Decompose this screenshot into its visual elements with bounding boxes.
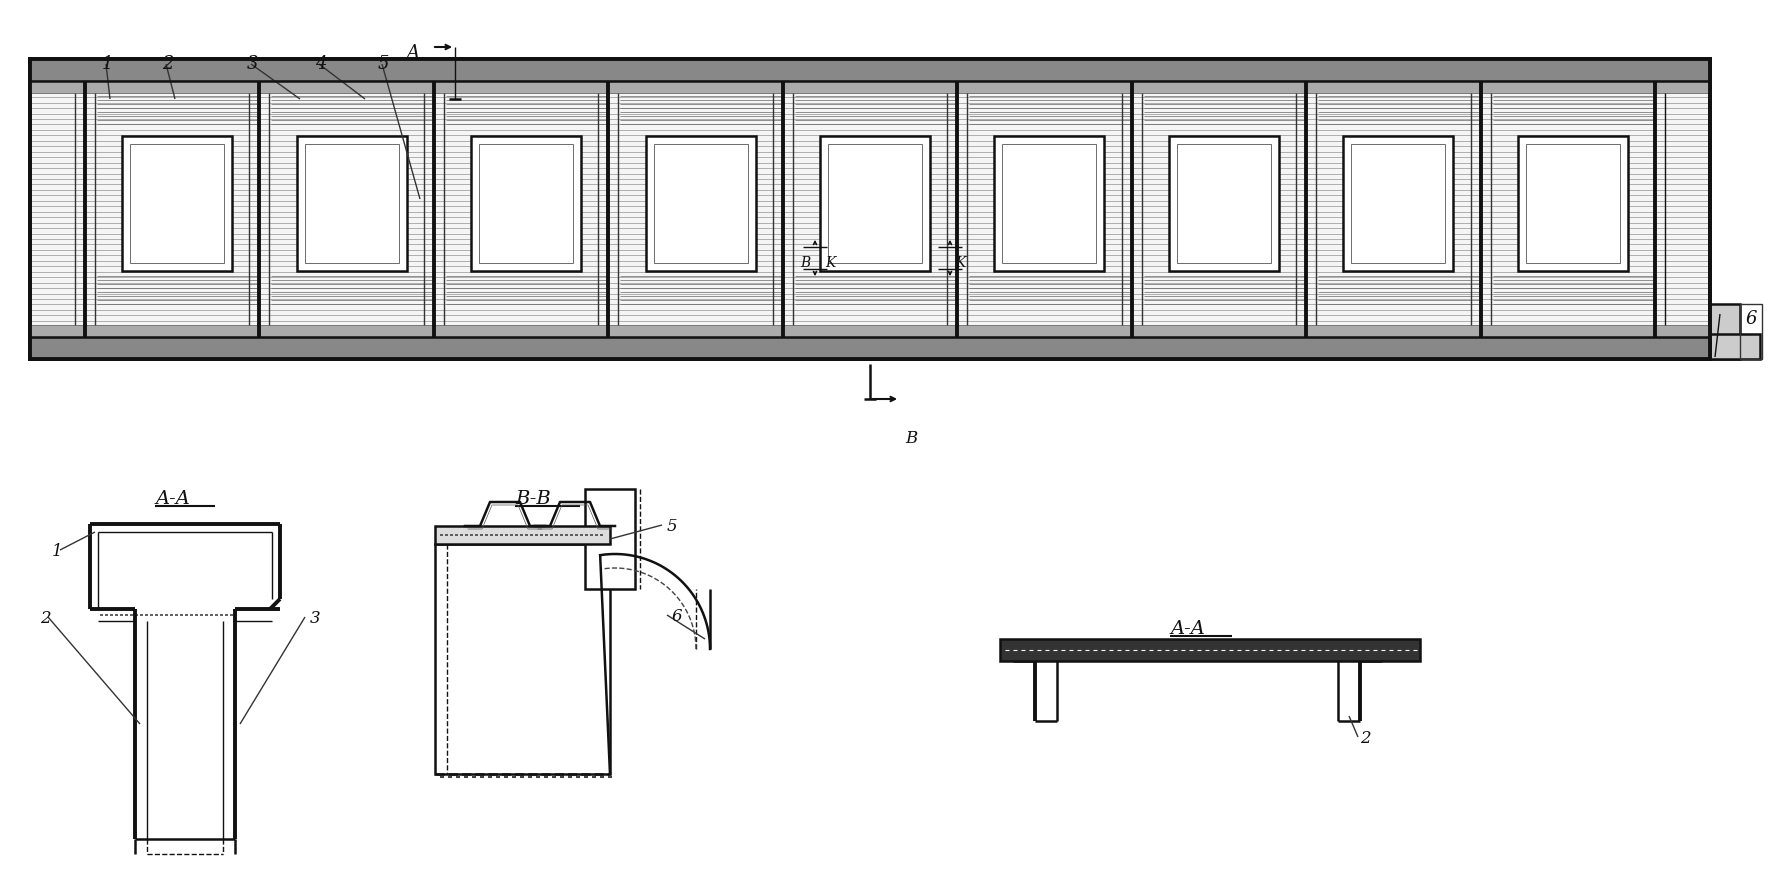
Bar <box>479 144 573 264</box>
Text: B: B <box>906 430 918 447</box>
Text: A-A: A-A <box>1170 619 1206 637</box>
Bar <box>1709 335 1759 360</box>
Text: 1: 1 <box>52 542 63 559</box>
Text: 5: 5 <box>666 517 677 534</box>
Bar <box>30 338 1709 360</box>
Bar <box>436 544 611 774</box>
Bar <box>130 144 225 264</box>
Text: 2: 2 <box>1359 729 1370 746</box>
Text: 6: 6 <box>672 607 682 625</box>
Text: A: A <box>405 44 420 62</box>
Bar <box>296 136 407 272</box>
Bar <box>30 60 1709 360</box>
Bar <box>1740 305 1763 360</box>
Text: B: B <box>800 256 811 269</box>
Bar <box>436 526 611 544</box>
Text: 2: 2 <box>163 55 173 73</box>
Bar <box>30 326 1709 338</box>
Bar <box>820 136 931 272</box>
Bar <box>1343 136 1454 272</box>
Bar <box>1002 144 1097 264</box>
Bar <box>1177 144 1272 264</box>
Bar <box>586 489 636 589</box>
Text: 3: 3 <box>246 55 259 73</box>
Bar <box>30 60 1709 360</box>
Bar <box>1709 305 1740 360</box>
Text: 4: 4 <box>314 55 327 73</box>
Text: A-A: A-A <box>155 489 189 508</box>
Bar <box>472 136 580 272</box>
Text: 1: 1 <box>102 55 114 73</box>
Text: 3: 3 <box>311 610 321 626</box>
Bar <box>1168 136 1279 272</box>
Bar <box>654 144 748 264</box>
Bar <box>995 136 1104 272</box>
Text: 5: 5 <box>379 55 389 73</box>
Bar <box>829 144 922 264</box>
Bar <box>1000 640 1420 661</box>
Bar <box>30 60 1709 82</box>
Bar <box>645 136 755 272</box>
Bar <box>30 82 1709 94</box>
Bar <box>121 136 232 272</box>
Text: K: K <box>825 256 836 269</box>
Text: 6: 6 <box>1745 309 1756 328</box>
Text: 2: 2 <box>39 610 50 626</box>
Text: B-B: B-B <box>514 489 550 508</box>
Bar <box>1525 144 1620 264</box>
Bar <box>1352 144 1445 264</box>
Bar <box>305 144 398 264</box>
Text: K: K <box>956 256 966 269</box>
Bar <box>1518 136 1627 272</box>
